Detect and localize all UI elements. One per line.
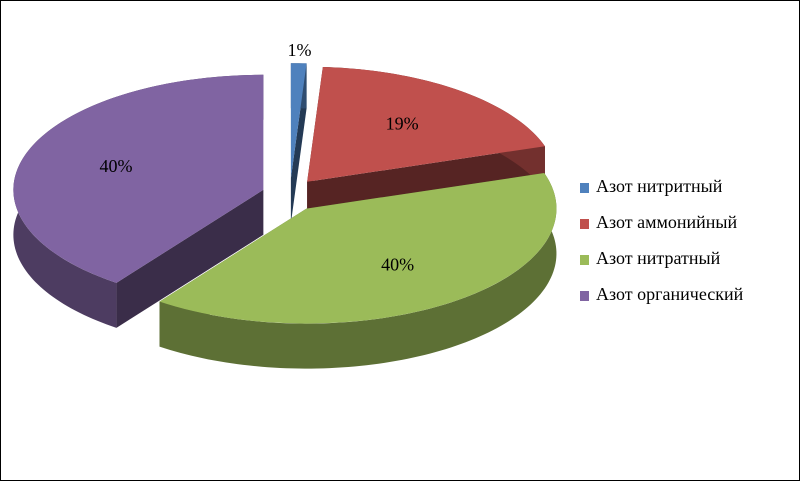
slice — [290, 63, 307, 179]
legend-label: Азот нитритный — [596, 176, 723, 196]
legend-label: Азот аммонийный — [596, 212, 738, 232]
slice-side — [116, 189, 264, 328]
data-label: 1% — [288, 40, 312, 60]
legend-label: Азот органический — [596, 284, 744, 304]
slice — [13, 74, 264, 283]
legend-swatch — [580, 183, 589, 193]
data-label: 40% — [381, 254, 414, 274]
legend-swatch — [580, 219, 589, 229]
legend-swatch — [580, 255, 589, 265]
legend-swatch — [580, 291, 589, 301]
data-label: 40% — [99, 156, 132, 176]
slice — [307, 66, 545, 182]
legend-label: Азот нитратный — [596, 248, 721, 268]
data-label: 19% — [386, 114, 419, 134]
slice — [159, 173, 557, 324]
slice-wall — [159, 173, 557, 369]
